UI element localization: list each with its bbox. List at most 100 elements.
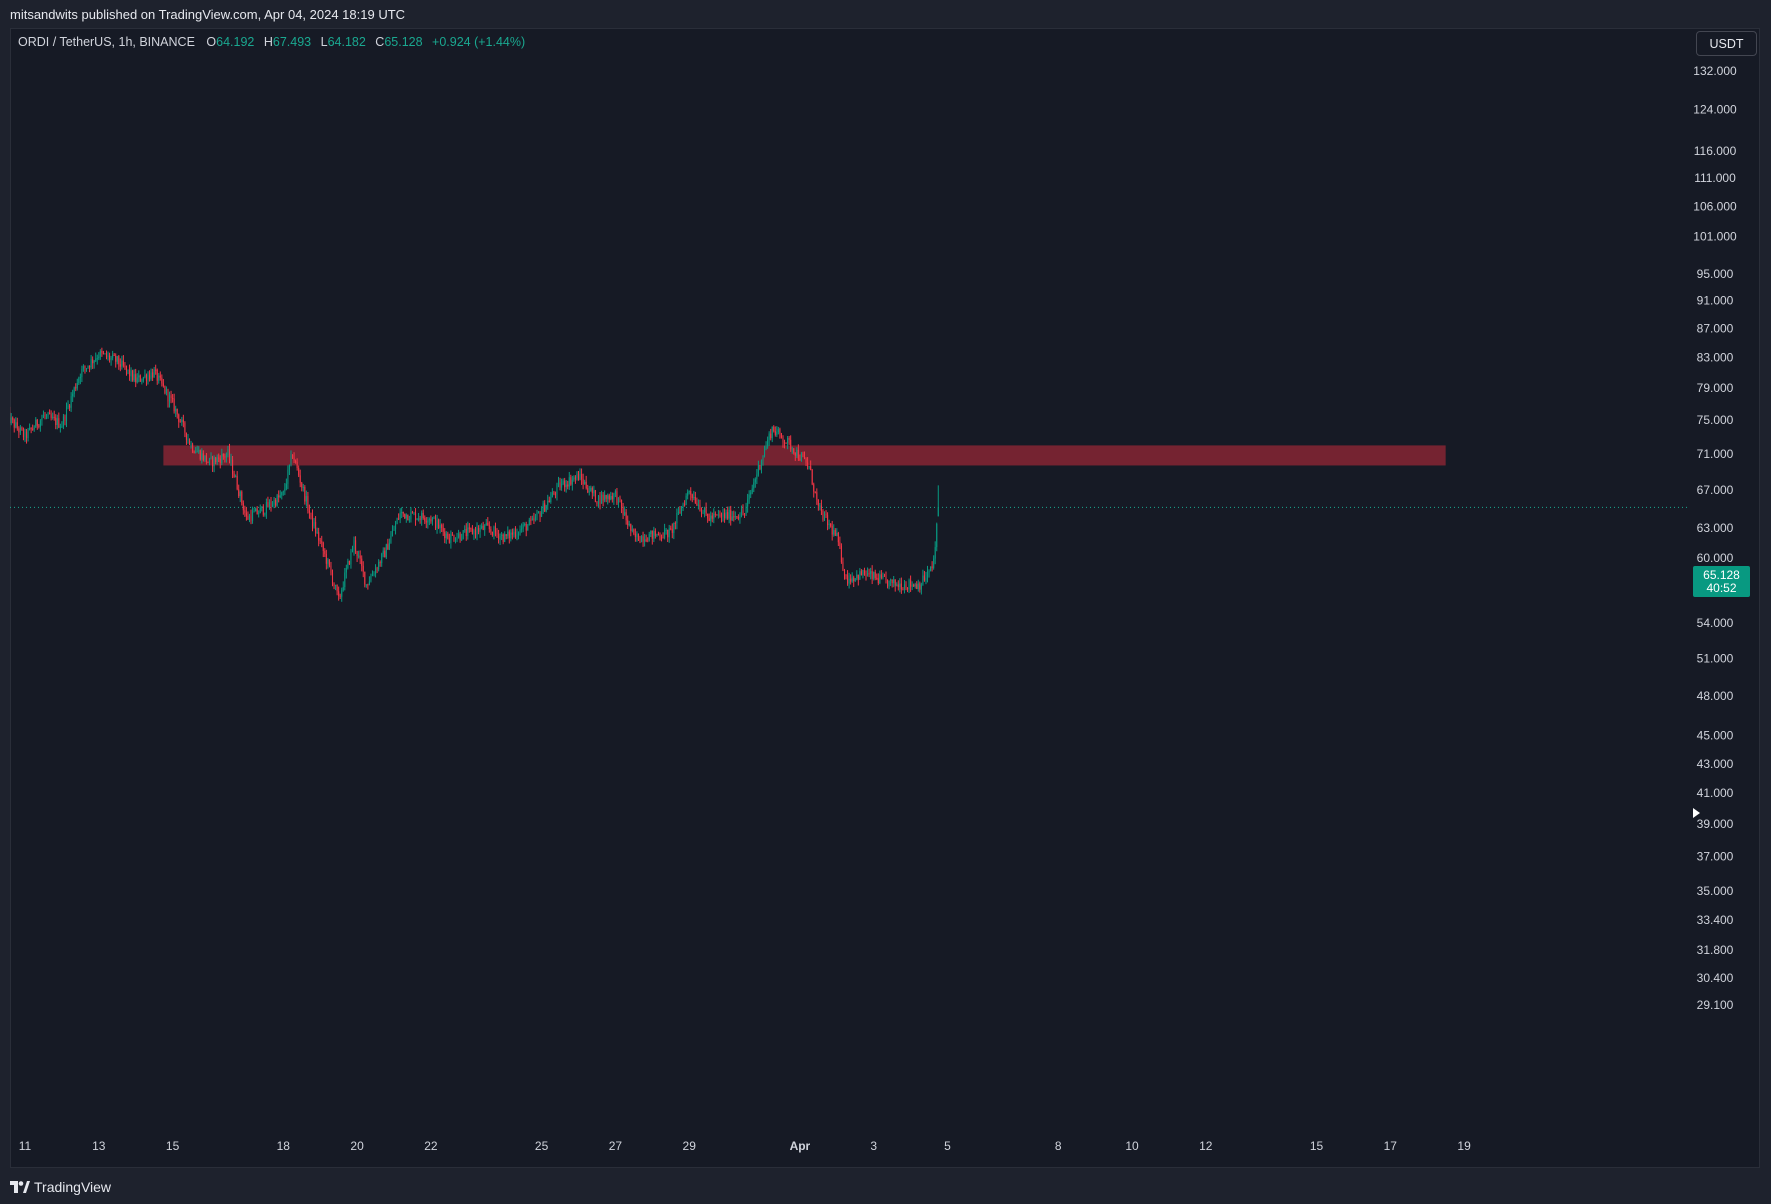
- price-tick-label: 106.000: [1693, 200, 1737, 214]
- candle: [101, 347, 103, 357]
- candle: [121, 355, 123, 370]
- price-tick-label: 132.000: [1693, 64, 1737, 78]
- candle: [639, 535, 641, 544]
- candle: [660, 534, 663, 542]
- time-tick-label: 22: [424, 1139, 438, 1153]
- candle: [367, 583, 369, 590]
- candle: [436, 514, 438, 534]
- candle: [813, 482, 815, 498]
- candle: [221, 448, 223, 466]
- candle: [667, 529, 669, 543]
- scroll-to-realtime-icon[interactable]: [1693, 808, 1700, 818]
- candle: [571, 475, 573, 491]
- price-tick-label: 124.000: [1693, 103, 1737, 117]
- candle: [682, 502, 684, 512]
- time-tick-label: 5: [944, 1139, 951, 1153]
- candle: [734, 511, 736, 521]
- price-tick-label: 75.000: [1697, 413, 1734, 427]
- candle: [691, 493, 693, 503]
- candle: [213, 455, 215, 473]
- candle: [232, 455, 234, 479]
- candle: [218, 453, 220, 463]
- candle: [568, 471, 570, 490]
- candle: [601, 490, 603, 504]
- candle: [333, 582, 335, 590]
- candle: [342, 581, 344, 592]
- candle: [625, 509, 627, 525]
- candle: [170, 390, 172, 404]
- candle: [519, 525, 521, 536]
- candle: [235, 474, 237, 478]
- tradingview-logo[interactable]: TradingView: [10, 1179, 111, 1195]
- candle: [373, 571, 375, 577]
- candle: [670, 525, 672, 531]
- candle: [891, 579, 893, 588]
- candle: [873, 571, 875, 581]
- candle: [105, 350, 108, 360]
- time-axis[interactable]: 11 13 15 18 20 22 25 27 29 Apr 3 5 8 10 12 15 17 19: [19, 1139, 1471, 1153]
- candle: [628, 520, 630, 527]
- candle: [293, 452, 295, 464]
- candle: [720, 512, 723, 523]
- candle: [544, 500, 546, 513]
- candle: [13, 418, 15, 433]
- candle: [834, 528, 836, 537]
- candle: [95, 352, 97, 362]
- candle: [843, 568, 846, 580]
- low-value: 64.182: [327, 35, 366, 49]
- candle: [883, 573, 886, 577]
- candle: [747, 493, 749, 513]
- candle: [636, 531, 638, 542]
- candle: [644, 533, 646, 547]
- tradingview-brand: TradingView: [34, 1179, 112, 1195]
- candle: [290, 450, 292, 467]
- price-tick-label: 45.000: [1697, 729, 1734, 743]
- candle: [576, 471, 578, 481]
- candle: [118, 354, 120, 370]
- candle: [690, 487, 692, 501]
- price-tick-label: 54.000: [1697, 616, 1734, 630]
- symbol-label[interactable]: ORDI / TetherUS, 1h, BINANCE: [18, 35, 195, 49]
- candle: [109, 352, 111, 363]
- candle: [407, 514, 409, 521]
- candle: [138, 370, 140, 383]
- candle: [704, 506, 706, 518]
- currency-button[interactable]: USDT: [1696, 31, 1757, 56]
- candle: [905, 581, 907, 591]
- candle: [594, 489, 596, 503]
- candle: [164, 385, 166, 395]
- candle: [711, 512, 713, 523]
- candle: [485, 518, 487, 526]
- candle: [757, 460, 759, 477]
- candle: [914, 582, 916, 589]
- candle: [830, 523, 832, 528]
- candle: [90, 354, 92, 370]
- candle: [315, 516, 317, 537]
- candle: [188, 438, 191, 446]
- candle: [768, 431, 770, 446]
- chart-pane[interactable]: [10, 28, 1760, 1168]
- candle: [562, 478, 564, 486]
- candle: [448, 533, 450, 544]
- candle: [493, 525, 495, 540]
- candle: [484, 524, 486, 536]
- candlestick-chart[interactable]: 132.000 124.000 116.000 111.000 106.000 101.0…: [10, 28, 1760, 1168]
- price-axis[interactable]: 132.000 124.000 116.000 111.000 106.000 101.0…: [1693, 64, 1737, 1012]
- candle: [773, 425, 775, 433]
- candle: [888, 580, 890, 590]
- candle: [55, 414, 57, 430]
- candle: [27, 427, 29, 442]
- price-tick-label: 91.000: [1697, 294, 1734, 308]
- candle: [933, 555, 935, 570]
- candle: [677, 507, 679, 515]
- candle: [202, 450, 204, 462]
- candle: [175, 405, 177, 418]
- candle: [411, 510, 413, 514]
- candle: [513, 528, 515, 538]
- candle: [261, 506, 263, 512]
- candle: [119, 358, 121, 372]
- candle: [870, 567, 872, 580]
- candle: [379, 560, 381, 567]
- candle: [863, 567, 866, 576]
- candle: [422, 509, 424, 520]
